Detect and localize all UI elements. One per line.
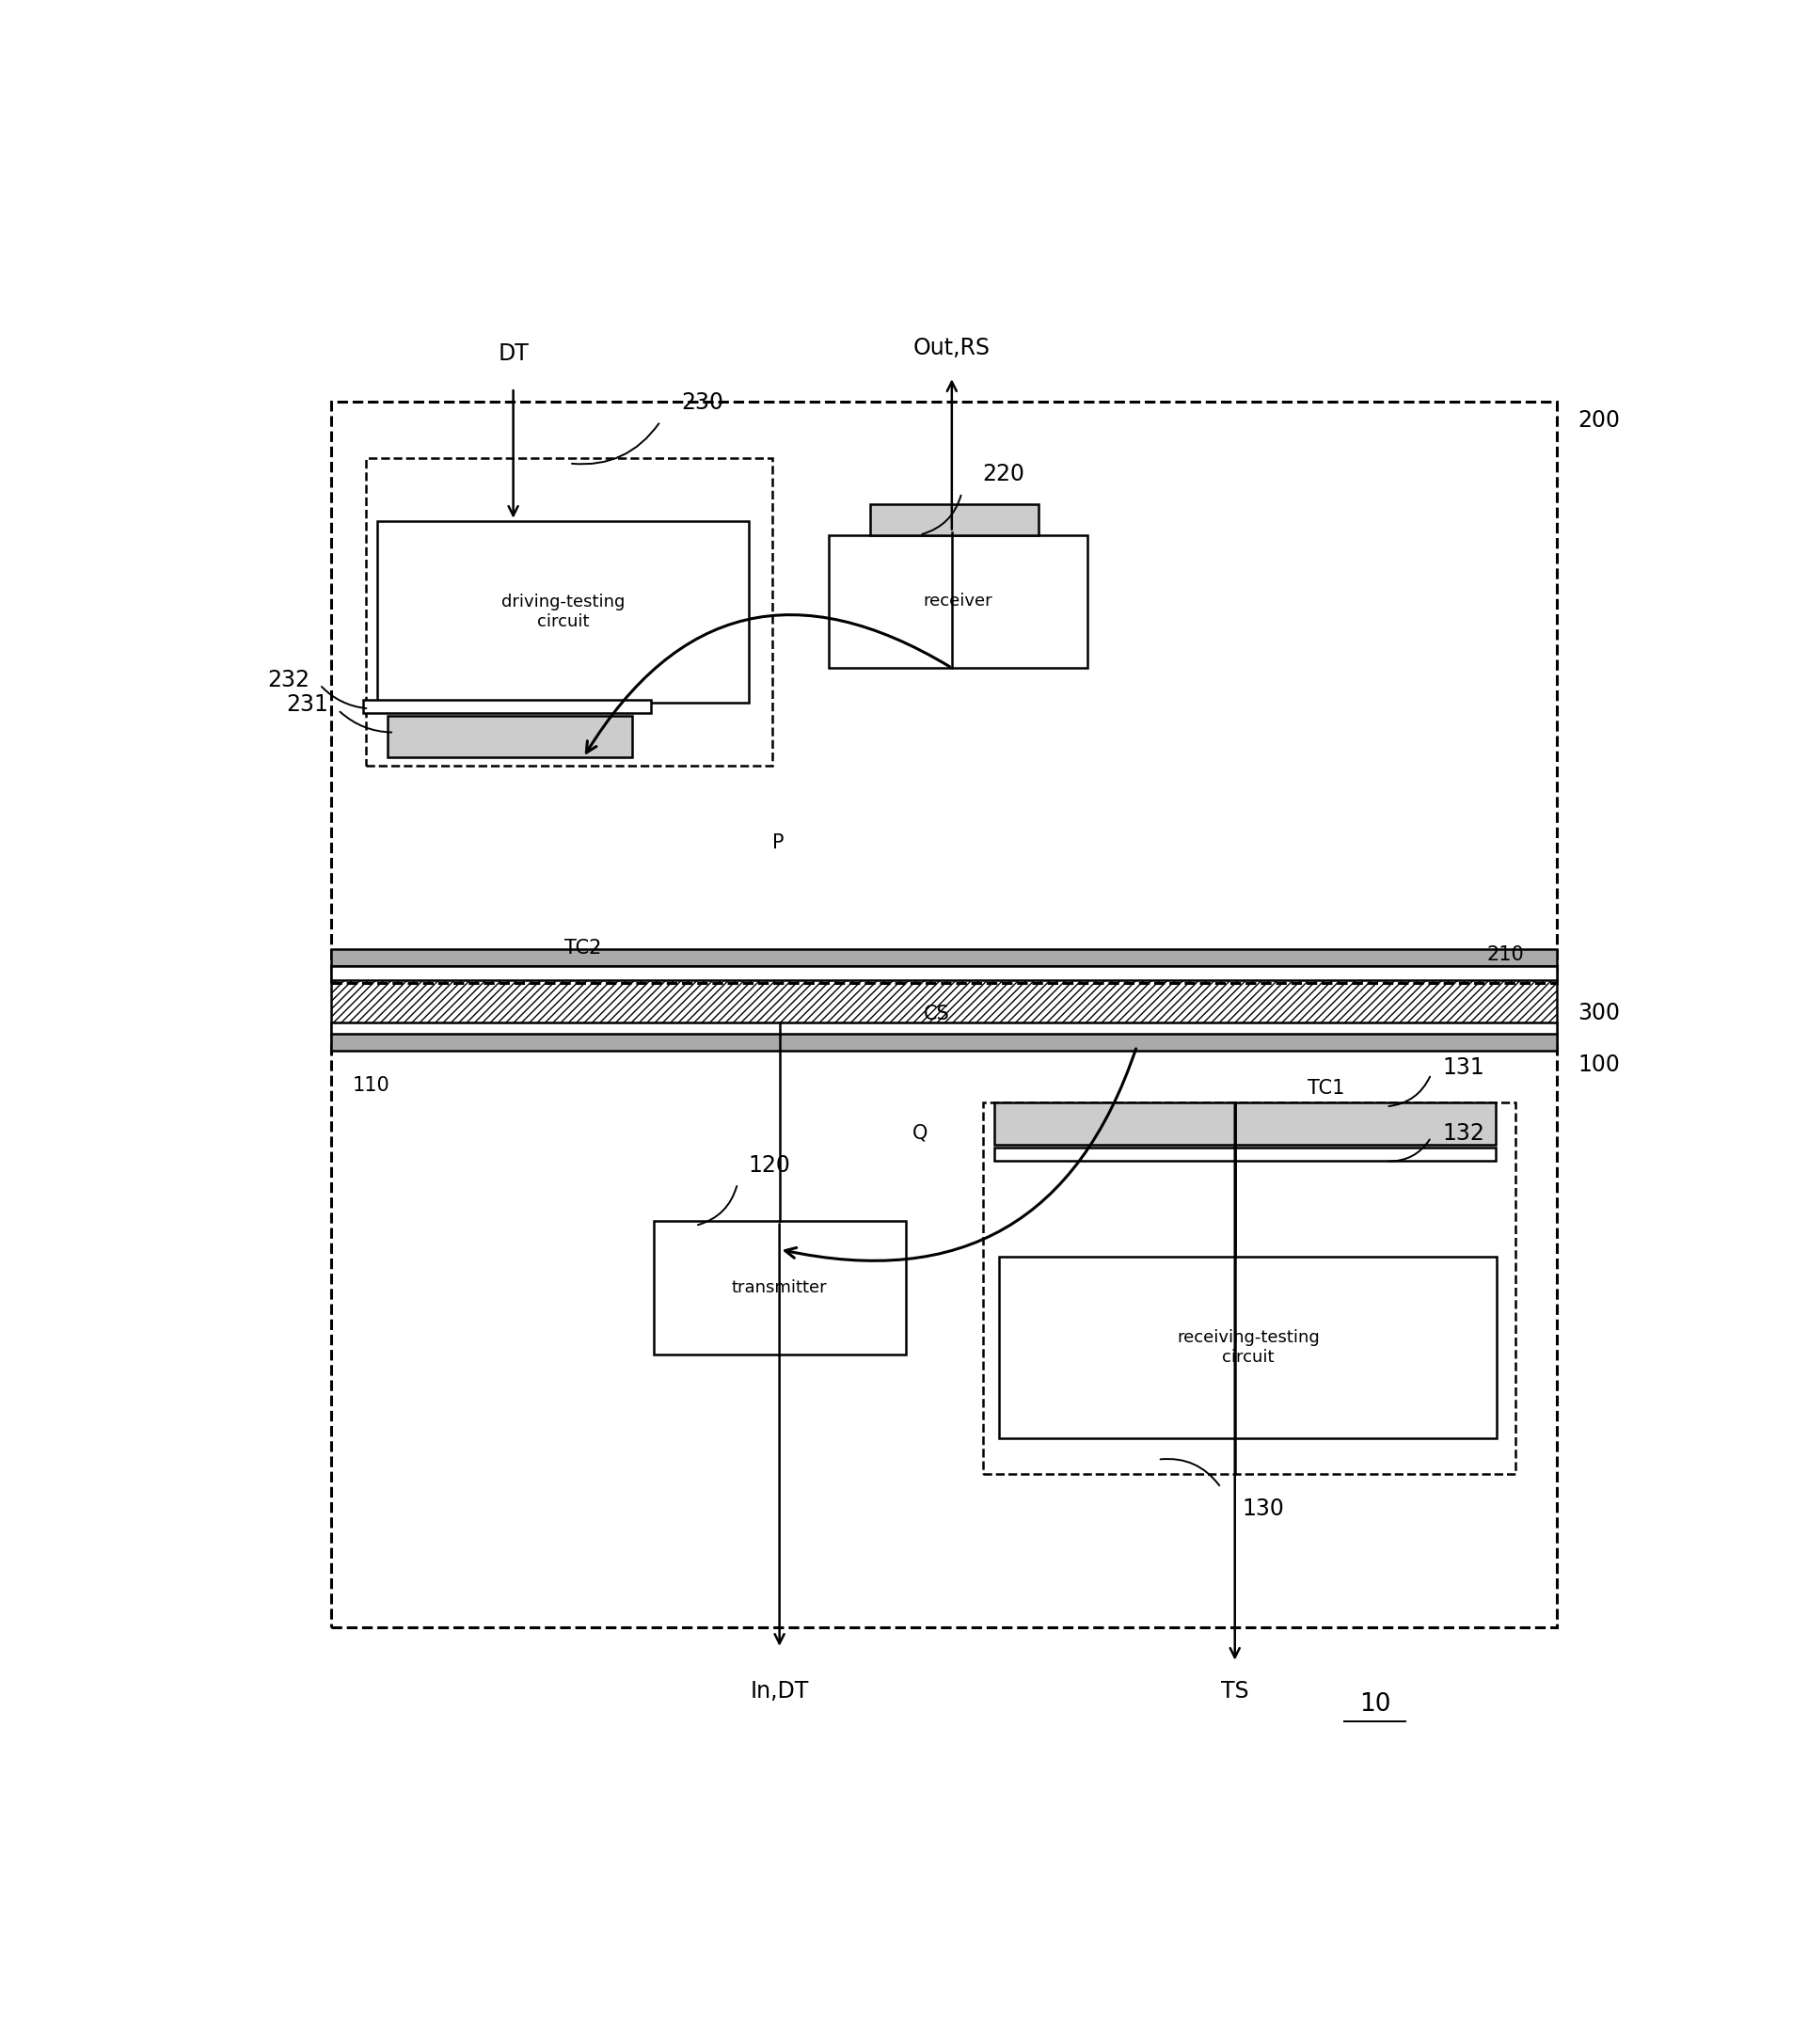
Text: 130: 130 bbox=[1242, 1498, 1284, 1521]
Bar bbox=[331, 1022, 1557, 1036]
Bar bbox=[653, 1222, 906, 1355]
Text: 120: 120 bbox=[749, 1155, 790, 1177]
Text: 210: 210 bbox=[1488, 946, 1524, 965]
FancyArrowPatch shape bbox=[586, 615, 949, 752]
Text: 220: 220 bbox=[984, 464, 1025, 486]
FancyArrowPatch shape bbox=[785, 1049, 1135, 1261]
Bar bbox=[331, 1034, 1557, 1051]
Bar bbox=[331, 1047, 1557, 1627]
Text: Q: Q bbox=[913, 1124, 928, 1143]
Text: receiver: receiver bbox=[924, 593, 993, 609]
Bar bbox=[331, 977, 1557, 1047]
Bar bbox=[331, 950, 1557, 967]
Text: 200: 200 bbox=[1578, 409, 1620, 431]
Bar bbox=[363, 701, 651, 713]
Bar bbox=[331, 403, 1557, 983]
Text: 110: 110 bbox=[353, 1075, 389, 1096]
Text: TC2: TC2 bbox=[564, 938, 602, 957]
Text: 132: 132 bbox=[1443, 1122, 1484, 1145]
Text: In,DT: In,DT bbox=[750, 1680, 808, 1703]
Text: P: P bbox=[772, 834, 785, 852]
Text: receiving-testing
circuit: receiving-testing circuit bbox=[1177, 1329, 1320, 1365]
Text: Out,RS: Out,RS bbox=[913, 337, 991, 360]
Bar bbox=[984, 1102, 1515, 1474]
Text: DT: DT bbox=[497, 343, 528, 366]
Bar bbox=[871, 505, 1040, 536]
Bar bbox=[994, 1147, 1495, 1161]
Text: 131: 131 bbox=[1443, 1057, 1484, 1079]
Bar bbox=[367, 458, 772, 766]
Text: CS: CS bbox=[924, 1004, 949, 1024]
Text: TS: TS bbox=[1220, 1680, 1249, 1703]
Text: TC1: TC1 bbox=[1307, 1079, 1345, 1098]
Text: driving-testing
circuit: driving-testing circuit bbox=[501, 593, 626, 630]
Text: 230: 230 bbox=[682, 392, 723, 415]
Text: 232: 232 bbox=[268, 668, 311, 691]
Bar bbox=[378, 521, 749, 703]
Bar bbox=[387, 715, 633, 758]
Bar bbox=[331, 967, 1557, 981]
Text: 10: 10 bbox=[1360, 1692, 1390, 1717]
Text: transmitter: transmitter bbox=[732, 1280, 828, 1296]
Text: 231: 231 bbox=[286, 693, 329, 715]
Text: 100: 100 bbox=[1578, 1053, 1620, 1075]
Text: 300: 300 bbox=[1578, 1002, 1620, 1024]
Bar bbox=[1000, 1257, 1497, 1439]
Bar bbox=[828, 536, 1088, 668]
Bar bbox=[994, 1102, 1495, 1145]
